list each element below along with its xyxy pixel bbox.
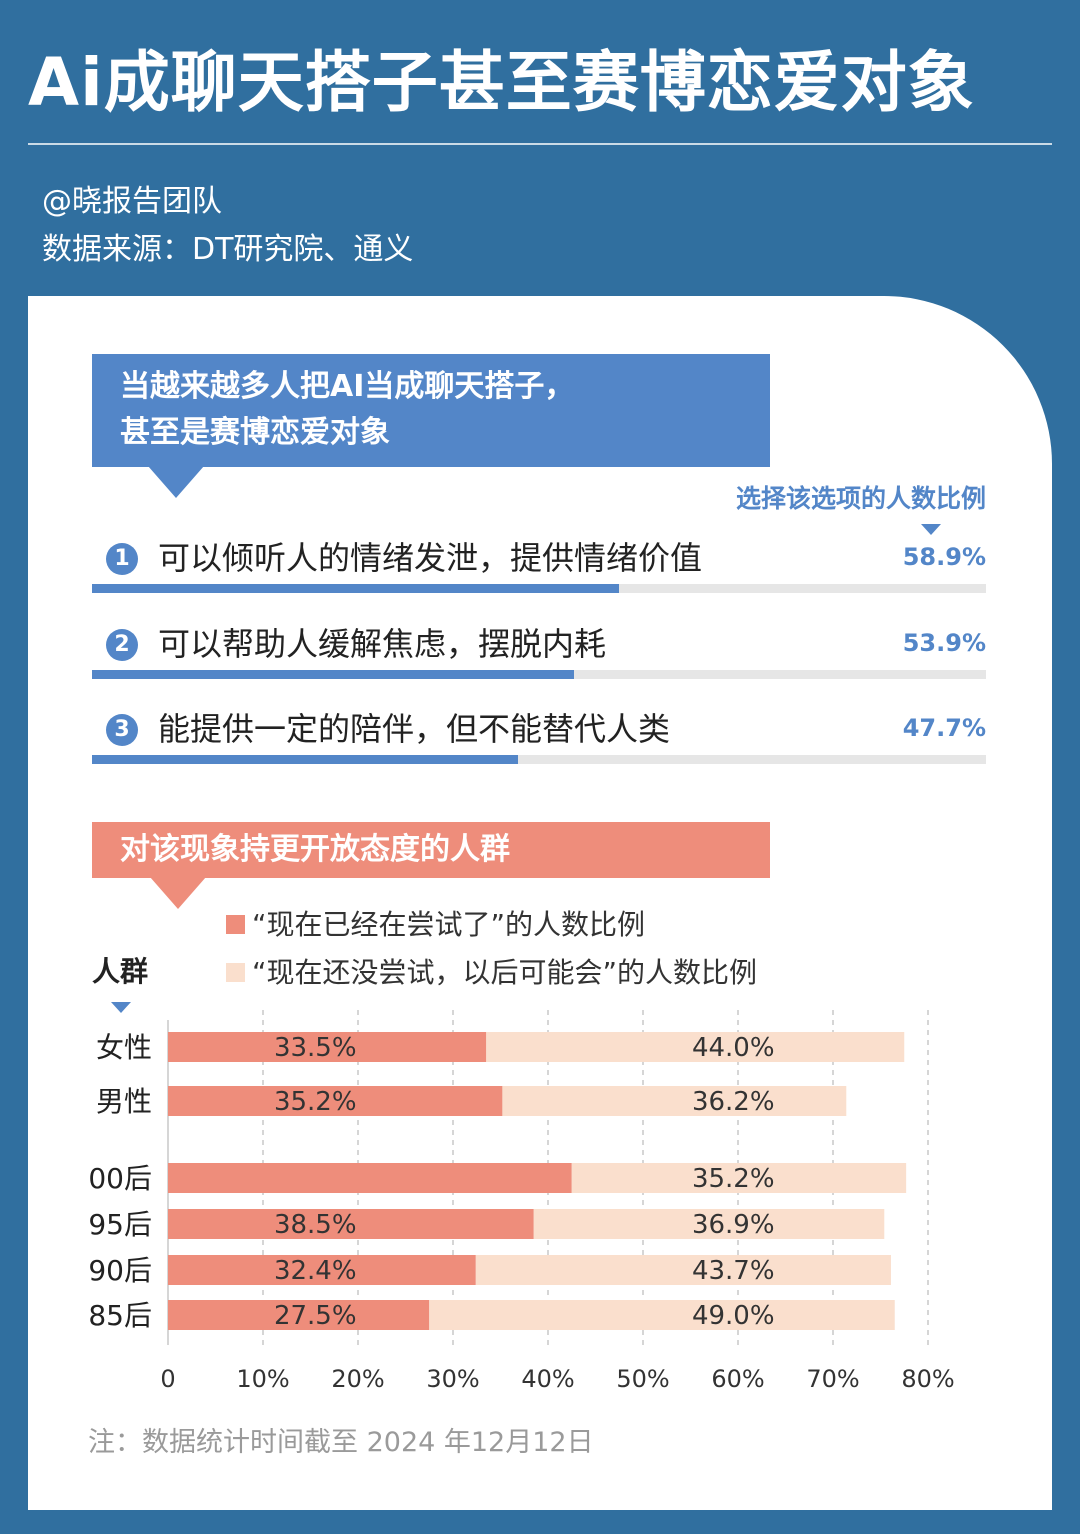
option-bar-fill <box>92 670 574 679</box>
percent-header-arrow-icon <box>921 524 941 535</box>
option-row: 2 可以帮助人缓解焦虑，摆脱内耗 53.9% <box>92 616 986 696</box>
option-text: 可以帮助人缓解焦虑，摆脱内耗 <box>158 625 607 663</box>
data-label: 33.5% <box>274 1033 357 1063</box>
legend-label: “现在还没尝试，以后可能会”的人数比例 <box>252 956 758 989</box>
section1-banner-line1: 当越来越多人把AI当成聊天搭子， <box>120 369 575 404</box>
data-label: 49.0% <box>692 1301 775 1331</box>
option-bar-fill <box>92 584 619 593</box>
option-percent: 53.9% <box>902 629 986 657</box>
category-label: 男性 <box>96 1085 152 1118</box>
data-label: 38.5% <box>274 1210 357 1240</box>
x-tick-label: 0 <box>160 1365 175 1393</box>
section1-banner: 当越来越多人把AI当成聊天搭子， 甚至是赛博恋爱对象 <box>92 354 770 467</box>
option-percent: 47.7% <box>902 714 986 742</box>
group-axis-header: 人群 <box>92 955 149 988</box>
legend-label: “现在已经在尝试了”的人数比例 <box>252 908 646 941</box>
option-bar-track <box>92 755 986 764</box>
data-label: 35.2% <box>692 1164 775 1194</box>
legend-swatch <box>226 963 245 982</box>
option-bar-track <box>92 584 986 593</box>
bar-segment-may-try <box>533 1209 885 1239</box>
data-label: 36.9% <box>692 1210 775 1240</box>
data-label: 32.4% <box>274 1256 357 1286</box>
x-tick-label: 80% <box>901 1365 954 1393</box>
group-header-arrow-icon <box>111 1002 131 1013</box>
legend-swatch <box>226 915 245 934</box>
option-number-badge: 3 <box>106 714 138 746</box>
bar-segment-may-try <box>571 1163 907 1193</box>
bar-segment-tried <box>168 1209 534 1239</box>
option-text: 可以倾听人的情绪发泄，提供情绪价值 <box>158 539 703 577</box>
section1-banner-line2: 甚至是赛博恋爱对象 <box>120 415 390 450</box>
x-tick-label: 30% <box>426 1365 479 1393</box>
x-tick-label: 40% <box>521 1365 574 1393</box>
bar-segment-tried <box>168 1032 487 1062</box>
section2-banner: 对该现象持更开放态度的人群 <box>92 822 770 878</box>
x-tick-label: 70% <box>806 1365 859 1393</box>
category-label: 女性 <box>96 1031 152 1064</box>
option-percent: 58.9% <box>902 543 986 571</box>
bar-segment-may-try <box>429 1300 895 1330</box>
option-bar-track <box>92 670 986 679</box>
option-row: 1 可以倾听人的情绪发泄，提供情绪价值 58.9% <box>92 530 986 610</box>
data-label: 35.2% <box>274 1087 357 1117</box>
option-text: 能提供一定的陪伴，但不能替代人类 <box>158 710 671 748</box>
bar-segment-tried <box>168 1086 503 1116</box>
page-title: Ai成聊天搭子甚至赛博恋爱对象 <box>28 44 975 121</box>
category-label: 95后 <box>88 1208 152 1241</box>
percent-column-header: 选择该选项的人数比例 <box>735 484 986 513</box>
data-source: 数据来源：DT研究院、通义 <box>42 232 414 267</box>
option-number-badge: 1 <box>106 543 138 575</box>
bar-segment-tried <box>168 1163 572 1193</box>
data-label: 27.5% <box>274 1301 357 1331</box>
category-label: 90后 <box>88 1254 152 1287</box>
category-label: 00后 <box>88 1162 152 1195</box>
title-divider <box>28 143 1052 145</box>
option-number-badge: 2 <box>106 629 138 661</box>
data-label: 44.0% <box>692 1033 775 1063</box>
data-label: 36.2% <box>692 1087 775 1117</box>
x-tick-label: 60% <box>711 1365 764 1393</box>
x-tick-label: 50% <box>616 1365 669 1393</box>
bar-segment-tried <box>168 1255 476 1285</box>
x-tick-label: 10% <box>236 1365 289 1393</box>
section1-banner-pointer <box>148 466 204 498</box>
option-bar-fill <box>92 755 519 764</box>
author-credit: @晓报告团队 <box>42 184 222 219</box>
footnote: 注：数据统计时间截至 2024 年12月12日 <box>88 1427 594 1458</box>
data-label: 43.7% <box>692 1256 775 1286</box>
option-row: 3 能提供一定的陪伴，但不能替代人类 47.7% <box>92 701 986 781</box>
bar-segment-tried <box>168 1300 430 1330</box>
bar-segment-may-try <box>486 1032 905 1062</box>
bar-segment-may-try <box>502 1086 847 1116</box>
x-tick-label: 20% <box>331 1365 384 1393</box>
category-label: 85后 <box>88 1299 152 1332</box>
section2-banner-pointer <box>150 877 206 909</box>
bar-segment-may-try <box>475 1255 891 1285</box>
